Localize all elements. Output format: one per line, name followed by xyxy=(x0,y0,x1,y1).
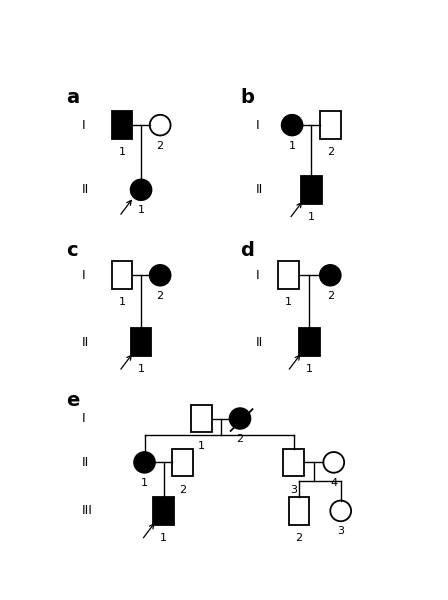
Text: 2: 2 xyxy=(157,291,164,301)
Bar xyxy=(320,111,341,139)
Ellipse shape xyxy=(330,500,351,521)
Bar xyxy=(299,328,320,356)
Text: I: I xyxy=(82,269,86,282)
Text: 2: 2 xyxy=(179,485,186,494)
Text: I: I xyxy=(82,412,86,425)
Text: 1: 1 xyxy=(308,212,314,222)
Text: 1: 1 xyxy=(285,298,292,307)
Bar xyxy=(191,404,212,433)
Ellipse shape xyxy=(150,115,171,136)
Ellipse shape xyxy=(230,408,250,429)
Bar xyxy=(112,111,133,139)
Text: 1: 1 xyxy=(160,533,167,543)
Ellipse shape xyxy=(131,179,151,200)
Text: 4: 4 xyxy=(330,478,337,488)
Text: 2: 2 xyxy=(327,148,334,157)
Text: 2: 2 xyxy=(296,533,302,543)
Bar xyxy=(153,497,174,525)
Text: 1: 1 xyxy=(118,298,125,307)
Text: II: II xyxy=(256,184,263,196)
Text: 1: 1 xyxy=(306,364,313,374)
Text: 2: 2 xyxy=(327,291,334,301)
Ellipse shape xyxy=(150,265,171,286)
Text: c: c xyxy=(66,241,78,260)
Text: 3: 3 xyxy=(337,526,344,536)
Text: 2: 2 xyxy=(237,434,244,444)
Text: e: e xyxy=(66,391,80,410)
Text: II: II xyxy=(256,336,263,349)
Bar xyxy=(284,449,304,476)
Text: II: II xyxy=(82,456,89,469)
Text: 3: 3 xyxy=(290,485,297,494)
Bar xyxy=(289,497,310,525)
Text: 1: 1 xyxy=(138,205,145,215)
Text: II: II xyxy=(82,336,89,349)
Text: I: I xyxy=(256,119,259,131)
Ellipse shape xyxy=(323,452,344,473)
Text: b: b xyxy=(240,88,254,107)
Ellipse shape xyxy=(134,452,155,473)
Text: 1: 1 xyxy=(138,364,145,374)
Text: a: a xyxy=(66,88,80,107)
Text: 2: 2 xyxy=(157,140,164,151)
Text: 1: 1 xyxy=(198,440,205,451)
Text: I: I xyxy=(256,269,259,282)
Bar xyxy=(278,262,299,289)
Bar xyxy=(301,176,322,203)
Bar xyxy=(172,449,193,476)
Bar xyxy=(131,328,151,356)
Ellipse shape xyxy=(282,115,302,136)
Text: 1: 1 xyxy=(118,148,125,157)
Bar xyxy=(112,262,133,289)
Text: 1: 1 xyxy=(141,478,148,488)
Text: II: II xyxy=(82,184,89,196)
Ellipse shape xyxy=(320,265,341,286)
Text: 1: 1 xyxy=(289,140,296,151)
Text: III: III xyxy=(82,505,93,517)
Text: I: I xyxy=(82,119,86,131)
Text: d: d xyxy=(240,241,254,260)
